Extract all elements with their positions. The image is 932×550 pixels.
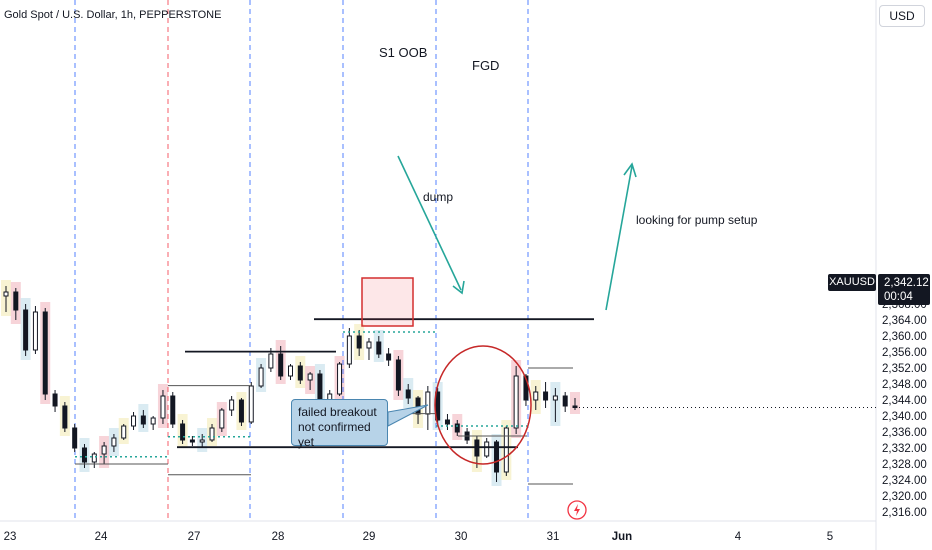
symbol-price-tag: XAUUSD (828, 274, 876, 291)
candle-body (3, 291, 9, 297)
x-tick-label: 24 (95, 531, 108, 543)
candle-body (131, 415, 137, 427)
candle-body (562, 395, 568, 407)
candle-body (454, 423, 460, 433)
candle-body (101, 445, 107, 455)
candle-body (425, 391, 431, 415)
candle-body (543, 391, 549, 401)
candle-body (376, 341, 382, 355)
candle-body (42, 311, 48, 395)
candle-body (484, 441, 490, 457)
s1-oob-label: S1 OOB (379, 45, 428, 60)
candle-body (366, 341, 372, 349)
candle-body (405, 389, 411, 399)
x-tick-label: Jun (612, 531, 632, 543)
candle-body (91, 453, 97, 463)
candle-body (533, 391, 539, 401)
y-tick-label: 2,316.00 (882, 507, 927, 519)
y-tick-label: 2,324.00 (882, 475, 927, 487)
pump-arrow-head (623, 162, 637, 178)
callout-line-2: not confirmed yet (298, 420, 371, 449)
x-tick-label: 29 (363, 531, 376, 543)
symbol-title: Gold Spot / U.S. Dollar, 1h, PEPPERSTONE (4, 9, 222, 21)
callout-pointer (387, 404, 429, 427)
pump-setup-label: looking for pump setup (636, 213, 758, 227)
candle-body (140, 415, 146, 425)
last-price: 2,342.12 (884, 277, 929, 289)
last-price-tag: 2,342.12 00:04 (878, 274, 930, 305)
x-tick-label: 31 (547, 531, 560, 543)
candle-body (209, 427, 215, 441)
candle-body (189, 439, 195, 443)
candle-body (268, 353, 274, 369)
tradingview-logo-icon (567, 500, 587, 520)
candle-body (180, 423, 186, 441)
order-block-box (361, 277, 414, 327)
currency-button[interactable]: USD (879, 5, 925, 27)
candle-body (13, 291, 19, 311)
candle-body (523, 375, 529, 401)
candle-body (170, 395, 176, 425)
x-tick-label: 4 (735, 531, 742, 543)
candle-body (150, 417, 156, 425)
candle-body (395, 359, 401, 391)
candle-body (62, 405, 68, 429)
x-tick-label: 28 (272, 531, 285, 543)
candle-body (503, 427, 509, 473)
dump-label: dump (423, 190, 454, 204)
failed-breakout-callout: failed breakout not confirmed yet (291, 399, 388, 449)
candle-body (288, 365, 293, 377)
candle-body (513, 375, 519, 429)
y-tick-label: 2,340.00 (882, 411, 927, 423)
pump-arrow (605, 165, 633, 311)
x-tick-label: 23 (4, 531, 17, 543)
y-tick-label: 2,348.00 (882, 379, 927, 391)
candle-body (337, 363, 343, 395)
x-tick-label: 27 (188, 531, 201, 543)
dump-arrow-head (452, 280, 465, 295)
x-tick-label: 5 (827, 531, 833, 543)
candle-body (72, 427, 78, 449)
candle-body (248, 385, 254, 423)
candle-body (258, 367, 264, 387)
candle-body (121, 425, 127, 439)
y-tick-label: 2,356.00 (882, 347, 927, 359)
y-tick-label: 2,352.00 (882, 363, 927, 375)
fgd-label: FGD (472, 58, 500, 73)
candle-body (278, 353, 284, 377)
y-tick-label: 2,320.00 (882, 491, 927, 503)
candle-body (444, 419, 450, 425)
candle-body (552, 395, 558, 401)
y-tick-label: 2,328.00 (882, 459, 927, 471)
candle-body (199, 439, 205, 443)
y-tick-label: 2,344.00 (882, 395, 927, 407)
candle-body (356, 335, 362, 349)
candle-body (52, 393, 58, 407)
y-tick-label: 2,336.00 (882, 427, 927, 439)
candle-body (219, 409, 225, 429)
candle-body (494, 441, 500, 473)
candle-body (346, 335, 352, 365)
candle-body (160, 395, 166, 419)
callout-line-1: failed breakout (298, 405, 377, 419)
candle-body (229, 399, 235, 411)
candle-body (297, 365, 303, 381)
candle-body (32, 311, 38, 351)
x-tick-label: 30 (455, 531, 468, 543)
failed-breakout-circle (434, 345, 532, 465)
candle-body (23, 309, 29, 351)
y-tick-label: 2,364.00 (882, 315, 927, 327)
candle-body (307, 373, 313, 381)
y-tick-label: 2,360.00 (882, 331, 927, 343)
dump-arrow (397, 155, 462, 291)
y-tick-label: 2,332.00 (882, 443, 927, 455)
candle-body (238, 399, 244, 423)
candle-body (81, 447, 87, 463)
candle-body (111, 437, 117, 447)
candle-body (386, 353, 392, 361)
bar-countdown: 00:04 (884, 291, 913, 303)
